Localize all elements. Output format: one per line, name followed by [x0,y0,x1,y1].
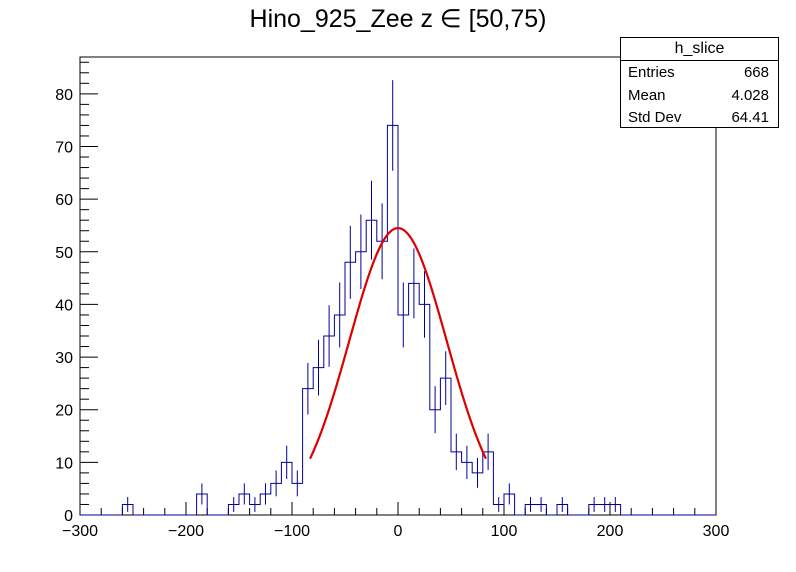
gaussian-fit-curve [309,226,487,460]
plot-title: Hino_925_Zee z ∈ [50,75) [249,5,547,33]
entries-label: Entries [628,64,675,81]
stddev-label: Std Dev [628,109,682,127]
y-tick-label: 40 [55,297,73,314]
stats-row-stddev: Std Dev 64.41 [621,106,778,129]
stats-row-entries: Entries 668 [621,61,778,84]
stddev-value: 64.41 [731,109,769,127]
x-tick-label: −100 [274,523,310,540]
x-tick-label: 300 [703,523,730,540]
mean-label: Mean [628,86,666,104]
y-tick-label: 0 [64,508,73,525]
tick-labels: −300 −200 −100 0 100 200 300 0 10 20 30 40 50 60 70 80 [55,87,729,540]
stats-box: h_slice Entries 668 Mean 4.028 Std Dev 6… [620,37,779,128]
entries-value: 668 [743,64,769,81]
x-tick-label: 100 [491,523,518,540]
x-tick-label: −200 [168,523,204,540]
y-tick-label: 20 [55,403,73,420]
y-tick-label: 80 [55,87,73,104]
x-tick-label: 200 [597,523,624,540]
stats-box-title: h_slice [621,38,778,61]
x-tick-label: 0 [394,523,403,540]
error-bars [127,80,616,512]
x-tick-label: −300 [62,523,98,540]
y-tick-label: 50 [55,245,73,262]
stats-row-mean: Mean 4.028 [621,84,778,107]
y-tick-label: 60 [55,192,73,209]
y-tick-label: 10 [55,455,73,472]
mean-value: 4.028 [731,86,769,104]
y-tick-label: 30 [55,350,73,367]
y-tick-label: 70 [55,139,73,156]
histogram-outline [80,124,716,516]
